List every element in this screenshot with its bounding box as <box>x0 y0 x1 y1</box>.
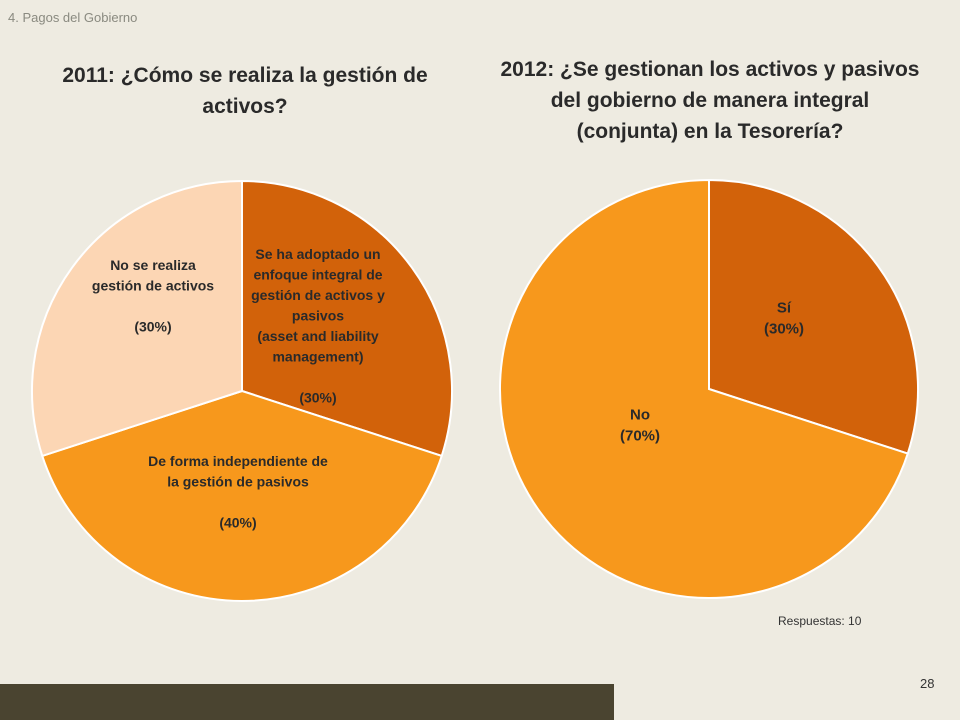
pie-2011-slice-2-label: (30%) <box>134 318 171 334</box>
page-number: 28 <box>920 676 935 691</box>
footer-bar <box>0 684 614 720</box>
pie-2012-slice-1 <box>499 178 910 599</box>
chart-title-2012: 2012: ¿Se gestionan los activos y pasivo… <box>500 58 920 143</box>
pie-2011-slice-0-label: Se ha adoptado un <box>255 246 380 262</box>
pie-2012-slice-0 <box>708 178 919 455</box>
pie-2011-slice-1-label: De forma independiente de <box>148 453 328 469</box>
section-label: 4. Pagos del Gobierno <box>8 10 138 25</box>
pie-2011-slice-1 <box>41 389 443 602</box>
pie-2011-slice-0-label: gestión de activos y <box>251 287 385 303</box>
pie-2011-slice-1-label: la gestión de pasivos <box>167 473 309 489</box>
responses-count: Respuestas: 10 <box>778 614 862 628</box>
pie-2011-slice-2-label: gestión de activos <box>92 277 214 293</box>
pie-2011-slice-0-label: enfoque integral de <box>253 266 382 282</box>
pie-2012-slice-0-label: (30%) <box>764 320 804 337</box>
pie-2012-slice-1-label: (70%) <box>620 427 660 444</box>
pie-2012-slice-0-label: Sí <box>777 299 792 316</box>
pie-2011-slice-2-label: No se realiza <box>110 257 196 273</box>
pie-2011-slice-2 <box>31 179 243 458</box>
chart-title-2011: 2011: ¿Cómo se realiza la gestión de act… <box>62 64 428 118</box>
pie-2011-slice-0-label: (30%) <box>299 389 336 405</box>
pie-2011-slice-0-label: pasivos <box>292 307 344 323</box>
pie-2011-slice-1-label: (40%) <box>219 514 256 530</box>
pie-2011-slice-0-label: (asset and liability <box>257 328 379 344</box>
pie-2011-slice-0 <box>241 179 453 458</box>
pie-2012-slice-1-label: No <box>630 406 650 423</box>
pie-2011-slice-0-label: management) <box>272 348 363 364</box>
